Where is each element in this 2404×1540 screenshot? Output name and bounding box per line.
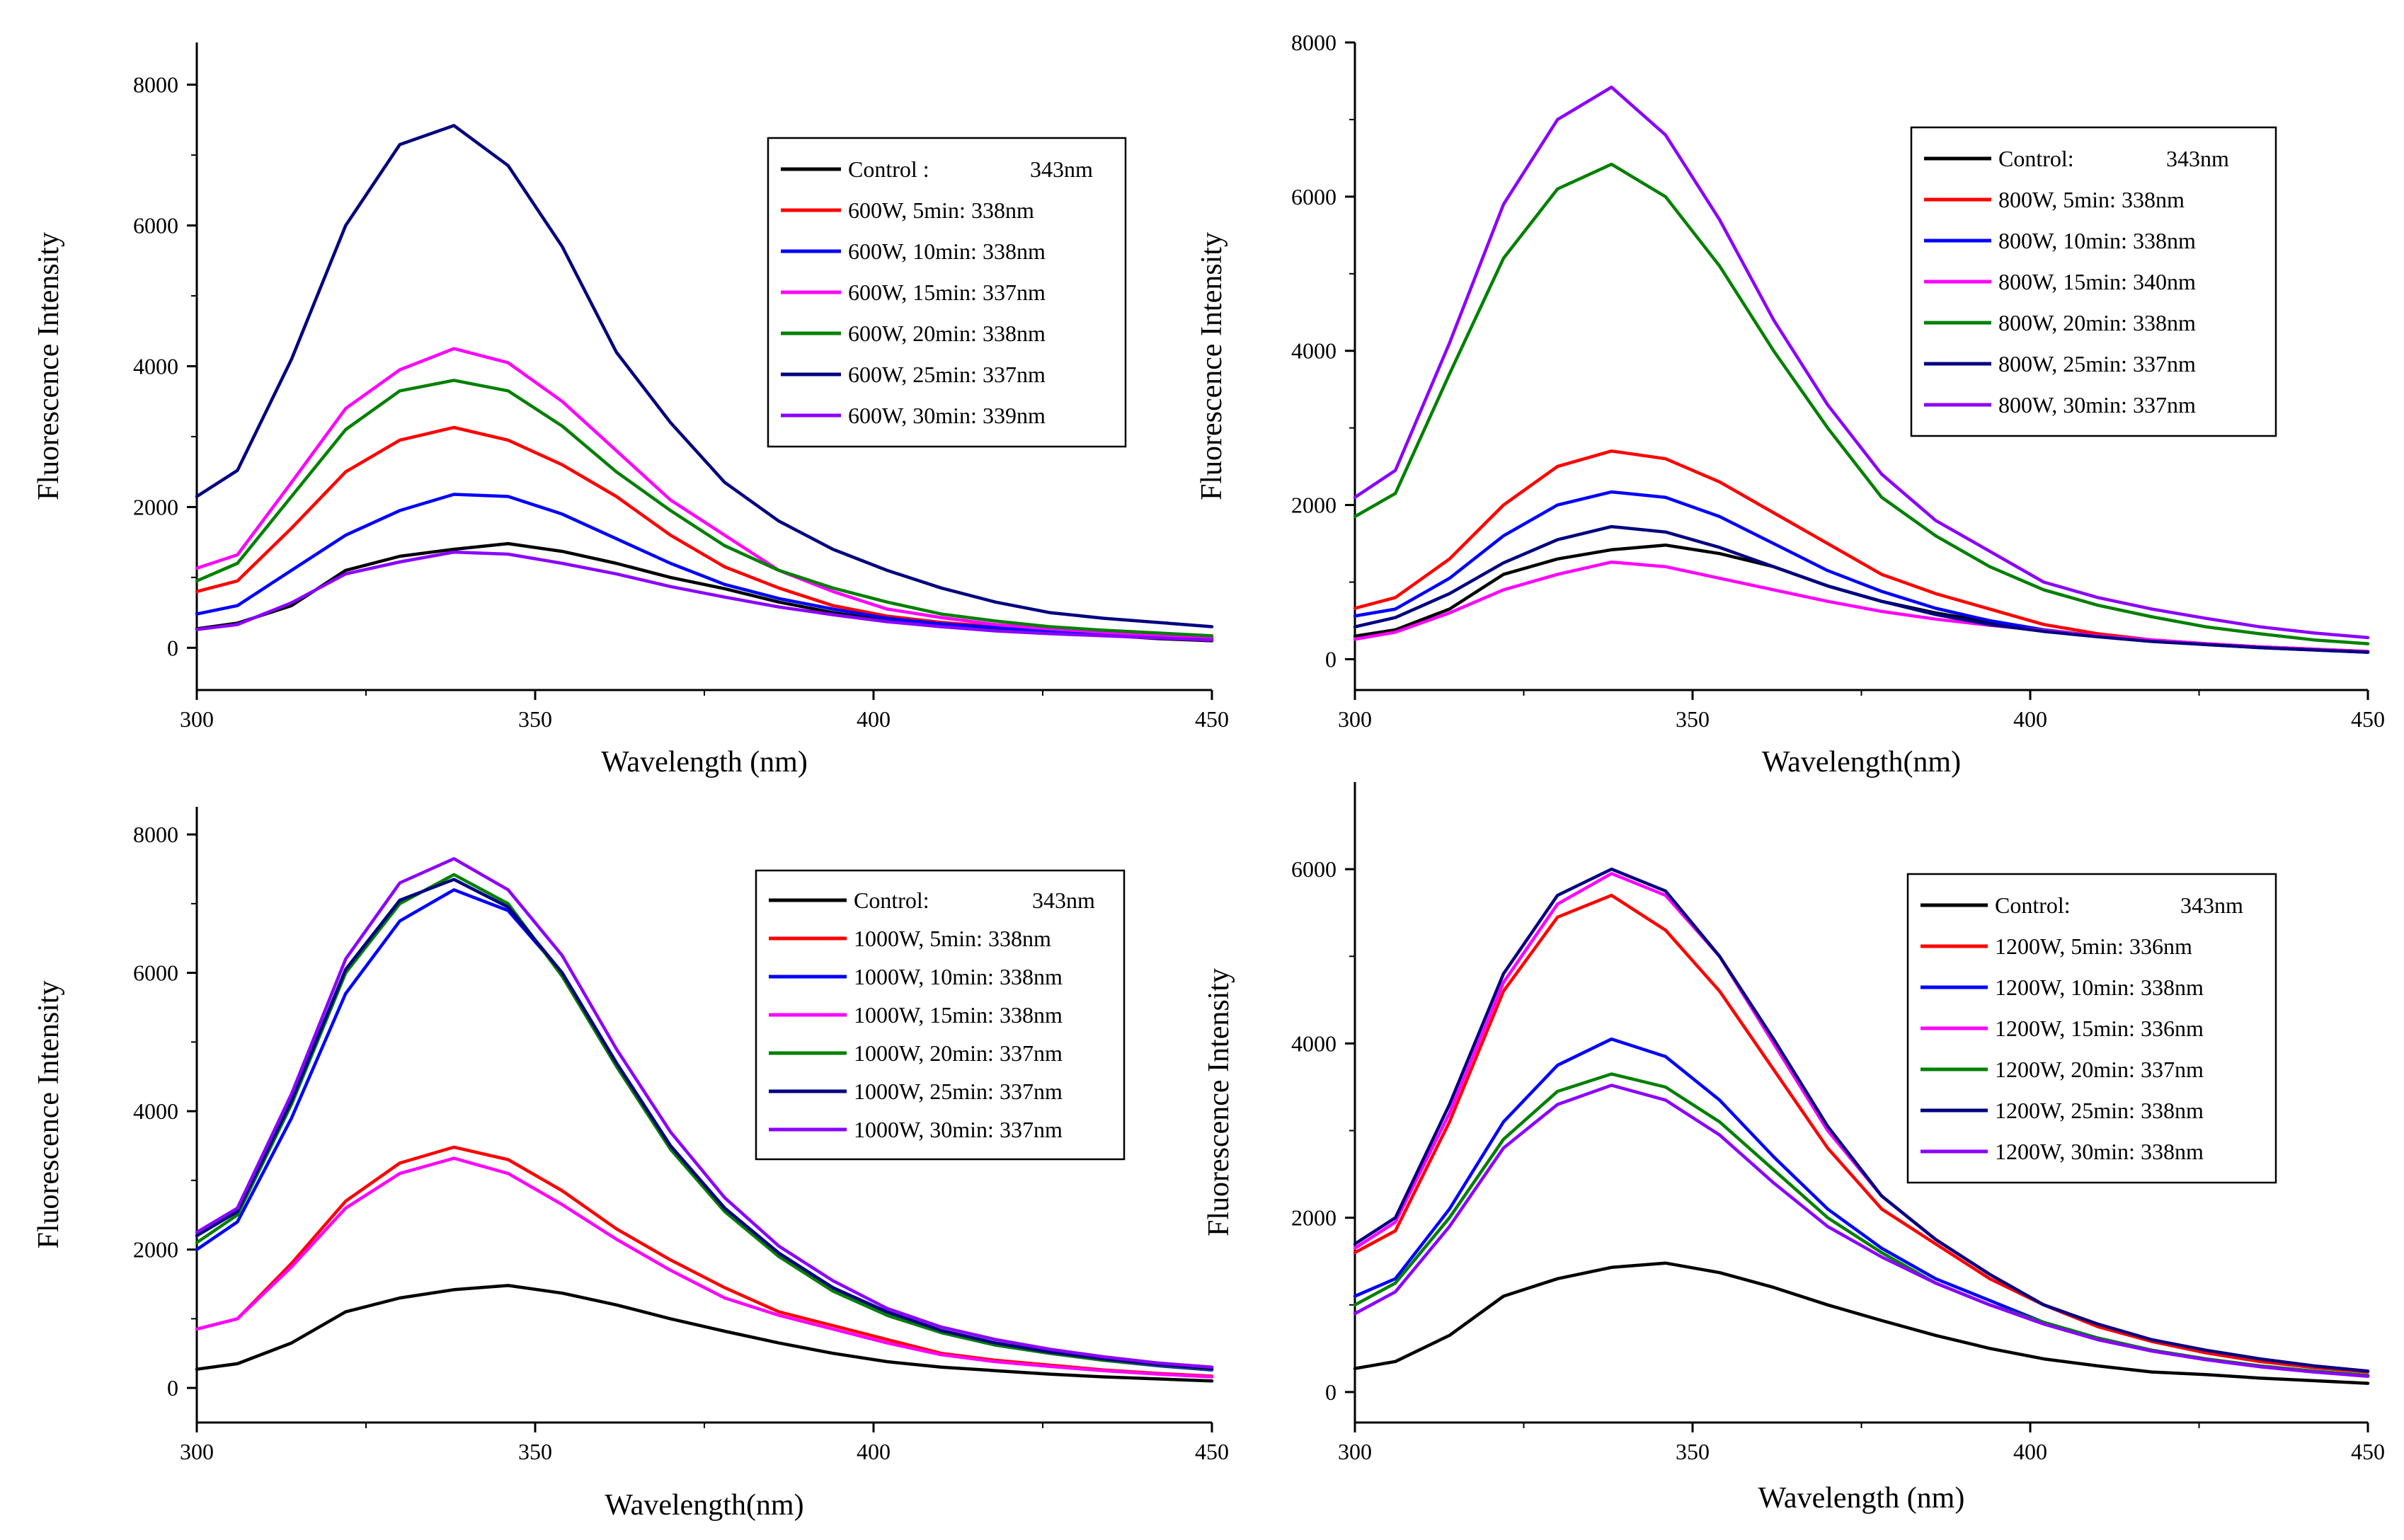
y-tick-label: 4000: [1291, 1030, 1336, 1056]
x-tick-label: 400: [857, 706, 891, 732]
x-tick-label: 300: [1338, 706, 1372, 732]
legend-label: 800W, 20min: 338nm: [1998, 310, 2196, 335]
x-axis-title: Wavelength(nm): [605, 1489, 803, 1522]
series-line-30min: [1353, 1084, 2370, 1378]
y-axis-title: Fluorescence Intensity: [1196, 232, 1228, 500]
x-axis-title: Wavelength (nm): [1758, 1482, 1965, 1515]
x-tick-label: 400: [2013, 1439, 2047, 1464]
y-tick-label: 0: [167, 635, 178, 660]
series-line-30min: [1353, 85, 2370, 640]
legend-peak-value: 343nm: [1030, 156, 1093, 182]
x-tick-label: 350: [1676, 706, 1710, 732]
series-line-30min: [195, 550, 1214, 642]
legend-label: 1200W, 25min: 338nm: [1995, 1098, 2204, 1123]
series-line-20min: [195, 379, 1214, 638]
y-tick-label: 0: [167, 1375, 178, 1401]
x-tick-label: 400: [857, 1439, 891, 1464]
chart-panel-800w: 300 350 400 450 0 2000 4000 6000 8000 Wavelength(…: [1196, 30, 2385, 778]
series-line-control: [1353, 1261, 2370, 1385]
legend-label: 800W, 10min: 338nm: [1998, 228, 2196, 253]
y-axis-title: Fluorescence Intensity: [1203, 968, 1235, 1236]
legend-label: 1000W, 10min: 338nm: [854, 964, 1063, 989]
y-axis-title: Fluorescence Intensity: [33, 980, 65, 1248]
y-tick-label: 6000: [1291, 856, 1336, 882]
x-tick-label: 350: [518, 1439, 552, 1464]
x-axis-title: Wavelength(nm): [1762, 746, 1961, 778]
legend-label: Control :: [848, 156, 929, 182]
legend-label: 1000W, 5min: 338nm: [854, 926, 1051, 951]
x-tick-label: 450: [1195, 1439, 1229, 1464]
series-line-25min: [195, 124, 1214, 628]
legend-peak-value: 343nm: [2166, 146, 2229, 171]
legend-label: 600W, 30min: 339nm: [848, 403, 1046, 428]
legend-label: Control:: [854, 887, 929, 913]
legend-label: 600W, 5min: 338nm: [848, 197, 1034, 223]
legend-label: 800W, 25min: 337nm: [1998, 351, 2196, 377]
y-axis-title: Fluorescence Intensity: [33, 232, 65, 500]
x-axis-title: Wavelength (nm): [601, 746, 808, 778]
series-line-control: [195, 1284, 1214, 1383]
x-tick-label: 300: [180, 1439, 214, 1464]
series-line-25min: [1353, 524, 2370, 654]
legend-label: 1200W, 5min: 336nm: [1995, 933, 2192, 959]
chart-panel-1000w: 300 350 400 450 0 2000 4000 6000 8000 Wavelength(…: [33, 807, 1229, 1522]
legend-label: 1000W, 30min: 337nm: [854, 1117, 1063, 1142]
series-line-30min: [195, 857, 1214, 1369]
series-line-10min: [195, 493, 1214, 640]
series-line-25min: [1353, 867, 2370, 1373]
y-tick-label: 2000: [133, 494, 178, 519]
y-tick-label: 6000: [133, 213, 178, 239]
y-tick-label: 8000: [133, 822, 178, 847]
legend-label: 600W, 10min: 338nm: [848, 239, 1046, 264]
y-tick-label: 0: [1325, 1379, 1336, 1405]
y-tick-label: 6000: [133, 960, 178, 986]
series-line-5min: [1353, 893, 2370, 1374]
x-tick-label: 350: [518, 706, 552, 732]
legend-label: Control:: [1998, 146, 2074, 171]
x-tick-label: 450: [2351, 1439, 2385, 1464]
y-tick-label: 4000: [1291, 338, 1336, 364]
x-tick-label: 300: [1338, 1439, 1372, 1464]
y-tick-label: 6000: [1291, 184, 1336, 209]
legend-label: 1200W, 30min: 338nm: [1995, 1139, 2204, 1164]
series-line-15min: [195, 347, 1214, 639]
series-line-25min: [195, 878, 1214, 1371]
y-tick-label: 8000: [1291, 30, 1336, 55]
legend-label: 1000W, 25min: 337nm: [854, 1079, 1063, 1104]
x-tick-label: 450: [1195, 706, 1229, 732]
x-tick-label: 350: [1676, 1439, 1710, 1464]
legend-label: 600W, 15min: 337nm: [848, 280, 1046, 305]
legend-label: 800W, 30min: 337nm: [1998, 392, 2196, 418]
legend-label: 1000W, 20min: 337nm: [854, 1040, 1063, 1066]
legend-label: 1000W, 15min: 338nm: [854, 1002, 1063, 1028]
y-tick-label: 2000: [1291, 493, 1336, 518]
legend-label: 600W, 20min: 338nm: [848, 321, 1046, 346]
y-tick-label: 2000: [1291, 1205, 1336, 1231]
legend-label: Control:: [1995, 892, 2071, 918]
legend-peak-value: 343nm: [1032, 887, 1095, 913]
x-tick-label: 450: [2351, 706, 2385, 732]
chart-panel-1200w: 300 350 400 450 0 2000 4000 6000 Wavelength (nm)…: [1203, 782, 2385, 1515]
legend-label: 1200W, 15min: 336nm: [1995, 1016, 2204, 1041]
legend-label: 600W, 25min: 337nm: [848, 362, 1046, 387]
legend-peak-value: 343nm: [2180, 892, 2243, 918]
legend-label: 1200W, 20min: 337nm: [1995, 1057, 2204, 1082]
series-line-15min: [195, 1156, 1214, 1379]
legend-label: 800W, 15min: 340nm: [1998, 269, 2196, 294]
legend-label: 800W, 5min: 338nm: [1998, 187, 2185, 212]
y-tick-label: 2000: [133, 1237, 178, 1263]
x-tick-label: 400: [2013, 706, 2047, 732]
series-line-20min: [1353, 162, 2370, 645]
x-tick-label: 300: [180, 706, 214, 732]
y-tick-label: 4000: [133, 354, 178, 379]
y-tick-label: 8000: [133, 72, 178, 98]
legend-label: 1200W, 10min: 338nm: [1995, 975, 2204, 1000]
y-tick-label: 0: [1325, 646, 1336, 672]
y-tick-label: 4000: [133, 1098, 178, 1124]
chart-panel-600w: 300 350 400 450 0 2000 4000 6000 8000 Wavelength …: [33, 42, 1229, 778]
